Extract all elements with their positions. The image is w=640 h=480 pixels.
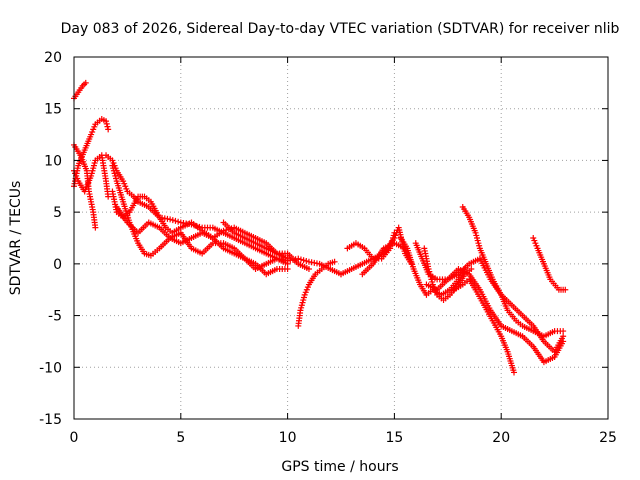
series-track-7: [109, 162, 291, 273]
data-point: [82, 79, 89, 86]
data-point: [303, 258, 310, 265]
data-point: [297, 256, 304, 263]
data-point: [175, 218, 182, 225]
series-track-9: [220, 219, 312, 273]
data-point: [284, 266, 291, 273]
y-tick-label: 10: [44, 153, 62, 169]
series-track-5: [103, 152, 344, 278]
series-track-10: [295, 258, 338, 329]
grid: [74, 57, 608, 419]
y-tick-label: 20: [44, 50, 62, 66]
data-point: [560, 338, 567, 345]
axis-ticks: 0 5 10 15 20 25 -15 -10 -5 0 5 10 15 20: [39, 50, 617, 446]
series-track-8: [113, 203, 291, 278]
data-point: [511, 369, 518, 376]
plot-frame: [73, 56, 609, 420]
series-track-19: [451, 276, 518, 376]
data-point: [331, 258, 338, 265]
data-point: [560, 328, 567, 335]
data-point: [104, 123, 111, 130]
y-tick-label: 0: [53, 257, 62, 273]
x-tick-label: 0: [70, 430, 79, 446]
y-tick-label: -15: [39, 412, 62, 428]
series-track-1: [71, 79, 89, 102]
data-point: [391, 229, 398, 236]
data-point: [103, 120, 110, 127]
data-point: [284, 260, 291, 267]
x-axis-label: GPS time / hours: [281, 459, 398, 475]
series-track-17: [423, 266, 567, 366]
data-point: [560, 333, 567, 340]
x-tick-label: 15: [385, 430, 403, 446]
data-point: [172, 217, 179, 224]
y-tick-label: -10: [39, 360, 62, 376]
data-point: [105, 126, 112, 133]
data-point: [169, 217, 176, 224]
data-point: [295, 255, 302, 262]
y-tick-label: 5: [53, 205, 62, 221]
y-tick-label: -5: [48, 309, 62, 325]
series-track-18: [459, 203, 567, 340]
series-track-20: [530, 235, 569, 293]
chart-title: Day 083 of 2026, Sidereal Day-to-day VTE…: [61, 21, 620, 37]
series-track-4: [71, 152, 112, 200]
data-point: [305, 266, 312, 273]
data-point: [468, 266, 475, 273]
data-point: [92, 224, 99, 231]
data-point: [562, 286, 569, 293]
x-tick-label: 10: [279, 430, 297, 446]
x-tick-label: 20: [492, 430, 510, 446]
data-point: [103, 118, 110, 125]
data-point: [284, 255, 291, 262]
data-point: [105, 193, 112, 200]
data-point: [167, 216, 174, 223]
series-track-3: [71, 141, 99, 231]
y-tick-label: 15: [44, 102, 62, 118]
x-tick-label: 25: [599, 430, 617, 446]
data-points: [71, 79, 569, 376]
data-point: [300, 257, 307, 264]
y-axis-label: SDTVAR / TECUs: [8, 181, 24, 296]
data-point: [220, 227, 227, 234]
x-tick-label: 5: [176, 430, 185, 446]
